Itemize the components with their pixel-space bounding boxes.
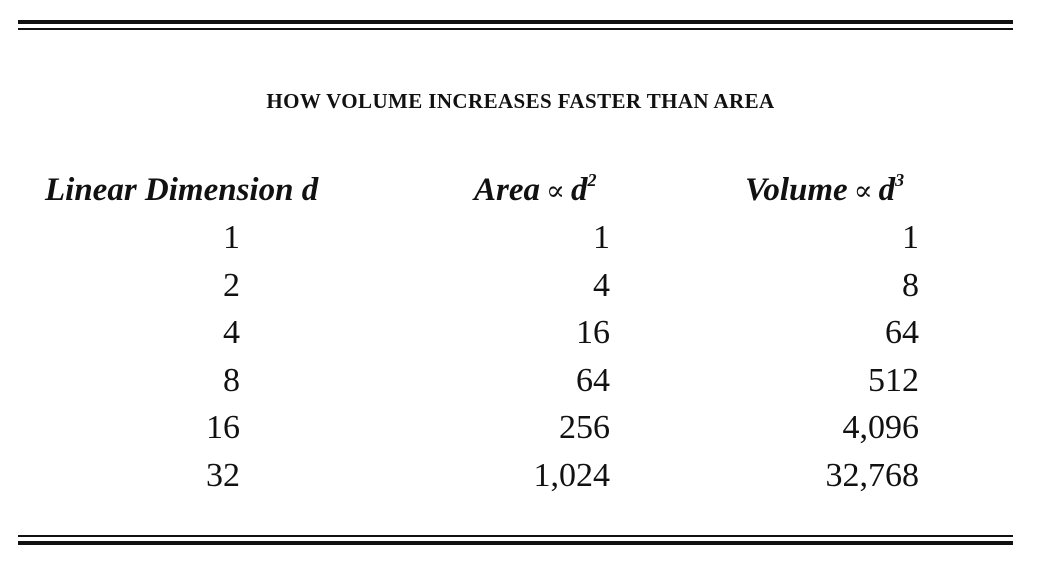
header-volume: Volume ∝ d3 [745, 170, 905, 209]
cell-area-row-2: 4 [593, 266, 610, 304]
bottom-rule-thin [18, 535, 1013, 537]
cell-area-row-4: 64 [576, 361, 610, 399]
cell-d-row-1: 1 [223, 219, 240, 256]
header-area-exponent: 2 [587, 170, 597, 190]
header-volume-variable: d [878, 172, 896, 208]
top-rule-thin [18, 28, 1013, 30]
proportional-symbol-area: ∝ [546, 176, 565, 207]
cell-volume-row-2: 8 [902, 266, 919, 304]
cell-volume-row-1: 1 [902, 219, 919, 256]
table-title: HOW VOLUME INCREASES FASTER THAN AREA [266, 89, 775, 113]
top-double-rule [18, 20, 1013, 30]
header-area-variable: d [570, 172, 588, 208]
cell-d-row-5: 16 [206, 409, 240, 446]
header-area-label: Area [474, 172, 540, 208]
column-linear-dimension: 1 2 4 8 16 32 [150, 214, 240, 499]
cell-volume-row-4: 512 [868, 361, 919, 399]
cell-d-row-4: 8 [223, 361, 240, 399]
column-volume: 1 8 64 512 4,096 32,768 [760, 214, 920, 499]
top-rule-thick [18, 20, 1013, 24]
cell-d-row-2: 2 [223, 266, 240, 304]
bottom-rule-thick [18, 541, 1013, 545]
cell-d-row-6: 32 [206, 456, 240, 494]
cell-volume-row-6: 32,768 [825, 456, 920, 494]
column-area: 1 4 16 64 256 1,024 [470, 214, 611, 499]
cell-volume-row-3: 64 [885, 314, 919, 351]
cell-area-row-1: 1 [593, 219, 610, 256]
cell-d-row-3: 4 [223, 314, 240, 351]
header-linear-dimension: Linear Dimension d [45, 172, 319, 208]
cell-area-row-6: 1,024 [533, 456, 611, 494]
header-area: Area ∝ d2 [474, 170, 597, 209]
header-volume-label: Volume [745, 172, 848, 208]
cell-volume-row-5: 4,096 [842, 409, 920, 446]
cell-area-row-3: 16 [576, 314, 610, 351]
proportional-symbol-volume: ∝ [853, 176, 873, 207]
header-volume-exponent: 3 [895, 170, 905, 190]
cell-area-row-5: 256 [559, 409, 610, 446]
bottom-double-rule [18, 535, 1013, 545]
